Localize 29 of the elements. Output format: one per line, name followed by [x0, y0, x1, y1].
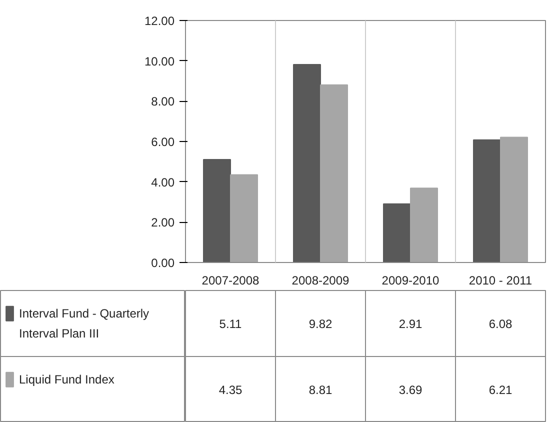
y-tick-label: 8.00 [151, 94, 175, 109]
bar [203, 158, 231, 262]
legend-label: Interval Fund - Quarterly Interval Plan III [19, 306, 150, 340]
y-tick-label: 10.00 [144, 54, 175, 68]
data-label: 6.08 [488, 317, 513, 331]
data-label: 5.11 [219, 317, 242, 331]
x-tick-label: 2007-2008 [202, 274, 260, 288]
bar [230, 174, 258, 262]
bar [473, 139, 501, 262]
y-tick-label: 4.00 [151, 175, 175, 190]
data-label: 3.69 [398, 383, 423, 397]
bar [500, 136, 528, 262]
data-label: 6.21 [488, 383, 513, 397]
y-tick-label: 0.00 [151, 256, 175, 270]
x-tick-label: 2009-2010 [382, 274, 440, 288]
x-tick-label: 2008-2009 [292, 274, 350, 288]
bar [293, 64, 321, 262]
data-label: 9.82 [308, 317, 333, 331]
y-tick-label: 12.00 [144, 14, 175, 28]
x-tick-label: 2010 - 2011 [468, 274, 532, 288]
y-tick-label: 2.00 [151, 216, 175, 230]
data-label: 8.81 [308, 383, 333, 397]
data-label: 4.35 [218, 383, 243, 397]
data-label: 2.91 [398, 317, 423, 331]
bar [383, 203, 411, 262]
legend-label: Liquid Fund Index [19, 372, 114, 387]
bar [320, 84, 348, 262]
bar [410, 188, 438, 262]
y-tick-label: 6.00 [151, 135, 175, 149]
